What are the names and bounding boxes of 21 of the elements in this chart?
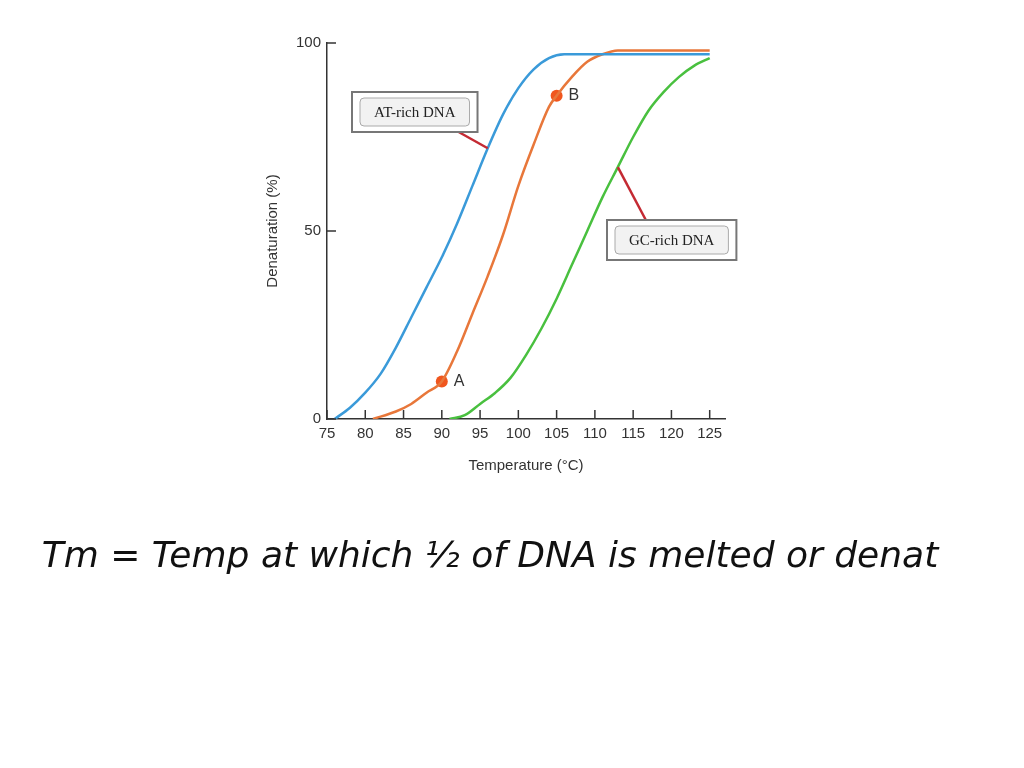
y-tick-label: 100 [295,33,321,51]
x-tick-label: 85 [395,424,412,442]
annotation: A [453,371,465,389]
x-axis-title: Temperature (°C) [468,456,584,474]
text: AT-rich DNA [373,103,456,120]
x-tick-label: 120 [658,424,684,442]
text: GC-rich DNA [629,231,715,248]
y-tick-label: 0 [312,409,321,427]
x-tick-label: 100 [505,424,531,442]
y-tick-label: 50 [304,221,321,239]
x-tick-label: 110 [582,424,607,442]
x-tick-label: 115 [621,424,646,442]
x-tick-label: 75 [318,424,336,442]
x-tick-label: 80 [356,424,374,442]
annotation: B [568,86,580,104]
text: Tm = Temp at which ½ of DNA is melted or denat [40,533,940,577]
x-tick-label: 125 [697,424,723,442]
x-tick-label: 95 [471,424,489,442]
y-axis-title: Denaturation (%) [263,174,281,288]
x-tick-label: 105 [544,424,570,442]
x-tick-label: 90 [433,424,451,442]
